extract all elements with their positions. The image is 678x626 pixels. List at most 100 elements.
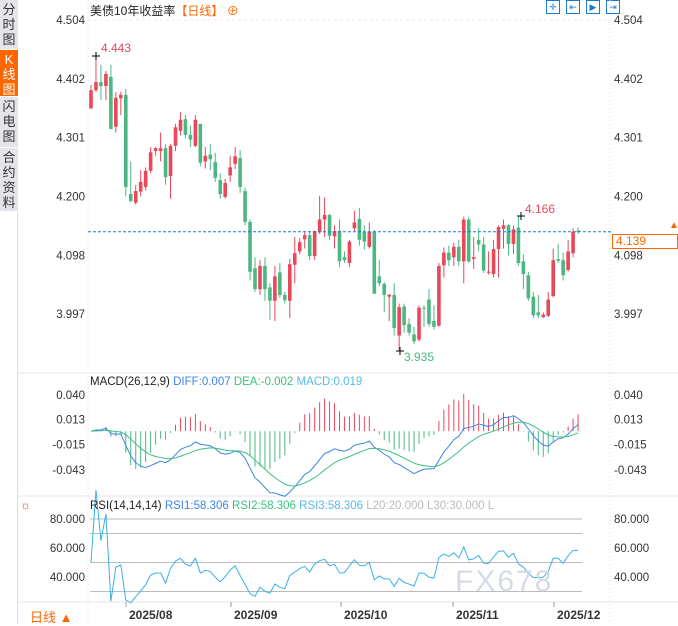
price-tick-right: 4.504 (614, 15, 643, 27)
sidebar: 分时图 K线图 闪电图 合约资料 (0, 0, 18, 624)
candle-body (392, 294, 396, 329)
candle-body (437, 265, 441, 326)
play-icon[interactable]: ▶ (586, 0, 600, 14)
macd-tick-left: 0.013 (56, 414, 85, 426)
price-tick-left: 4.098 (56, 250, 85, 262)
candle-body (317, 219, 322, 233)
candle-body (114, 97, 118, 127)
period-selector[interactable]: 日线 ▲ (30, 610, 73, 625)
date-tick-label: 2025/09 (234, 608, 278, 622)
candle-body (128, 194, 133, 201)
candle-body (183, 119, 188, 135)
candle-body (417, 307, 421, 340)
rsi-tick-right: 60.000 (614, 543, 649, 555)
l30-value: L30:30.000 (427, 500, 485, 512)
rsi-tick-right: 80.000 (614, 514, 649, 526)
candle-body (576, 230, 580, 232)
candle-body (283, 294, 287, 301)
candle-body (407, 323, 411, 333)
tab-contract-info[interactable]: 合约资料 (0, 148, 18, 212)
candle-body (273, 276, 277, 301)
candle-body (352, 222, 357, 229)
price-tick-left: 4.301 (56, 133, 85, 145)
rsi-tick-left: 40.000 (50, 572, 85, 584)
candle-body (571, 231, 575, 254)
candle-body (158, 148, 163, 152)
price-tick-left: 4.200 (56, 191, 85, 203)
candle-body (481, 244, 486, 271)
scroll-up-icon[interactable]: ▲ (669, 220, 678, 231)
exit-icon[interactable]: ⇥ (606, 0, 620, 14)
candle-body (173, 127, 178, 146)
rsi-tick-right: 40.000 (614, 572, 649, 584)
candle-body (138, 181, 143, 192)
candle-body (268, 287, 272, 301)
candle-body (288, 264, 292, 301)
price-tick-right: 4.301 (614, 133, 643, 145)
candle-body (193, 119, 198, 146)
rsi2-value: RSI2:58.306 (231, 500, 296, 512)
candle-body (357, 218, 362, 240)
rsi-tick-left: 60.000 (50, 543, 85, 555)
period-label[interactable]: 【日线】 (175, 4, 224, 18)
candle-body (168, 145, 173, 177)
toolbar: ✛ ⇤ ▶ ⇥ (546, 0, 620, 14)
candle-body (412, 334, 416, 342)
macd-tick-left: 0.040 (56, 390, 85, 402)
chart-title: 美债10年收益率【日线】 ⊕ (90, 2, 239, 19)
candle-body (526, 275, 531, 299)
settings-sun-icon[interactable]: ☼ (20, 498, 31, 512)
tab-flash[interactable]: 闪电图 (0, 97, 18, 148)
macd-tick-right: -0.043 (614, 465, 647, 477)
tab-kline[interactable]: K线图 (0, 50, 18, 97)
candle-body (427, 299, 431, 324)
candle-body (461, 219, 466, 262)
macd-header: MACD(26,12,9) DIFF:0.007 DEA:-0.002 MACD… (90, 376, 362, 388)
macd-tick-right: 0.040 (614, 390, 643, 402)
candle-body (347, 241, 352, 264)
date-tick-label: 2025/11 (456, 608, 499, 622)
candle-body (188, 134, 193, 140)
candle-body (372, 231, 377, 294)
crosshair-icon[interactable]: ✛ (546, 0, 560, 14)
candle-body (123, 94, 128, 188)
macd-diff: DIFF:0.007 (173, 376, 231, 388)
low-annotation: 3.935 (404, 350, 434, 364)
plus-circle-icon[interactable]: ⊕ (226, 4, 239, 18)
candle-body (312, 231, 317, 257)
candle-body (307, 235, 312, 257)
candle-body (382, 283, 387, 295)
candle-body (397, 307, 401, 336)
candle-body (302, 235, 307, 240)
candle-body (466, 219, 471, 262)
candle-body (491, 249, 496, 275)
date-tick-label: 2025/08 (129, 608, 173, 622)
candle-body (432, 321, 436, 327)
candle-body (342, 257, 347, 261)
marker-cross (396, 347, 404, 355)
candle-body (516, 227, 521, 264)
candle-body (208, 154, 213, 160)
range-icon[interactable]: ⇤ (566, 0, 580, 14)
candle-body (501, 225, 506, 229)
instrument-name: 美债10年收益率 (90, 4, 176, 18)
candle-body (541, 314, 546, 317)
candle-body (422, 307, 426, 309)
candle-body (218, 180, 223, 195)
watermark-logo: FX678 (455, 565, 554, 598)
rsi-line (90, 489, 579, 604)
high-ref-annotation: 4.166 (525, 202, 555, 216)
candle-body (278, 272, 282, 295)
candle-body (213, 162, 218, 178)
candle-body (337, 231, 342, 262)
l20-value: L20:20.000 (366, 500, 424, 512)
candle-body (456, 246, 461, 262)
candle-body (561, 260, 565, 276)
candle-body (253, 268, 257, 290)
candle-body (387, 294, 391, 297)
candle-body (198, 123, 203, 163)
candle-body (442, 252, 446, 266)
rsi3-value: RSI3:58.306 (299, 500, 364, 512)
tab-time-sharing[interactable]: 分时图 (0, 0, 18, 50)
